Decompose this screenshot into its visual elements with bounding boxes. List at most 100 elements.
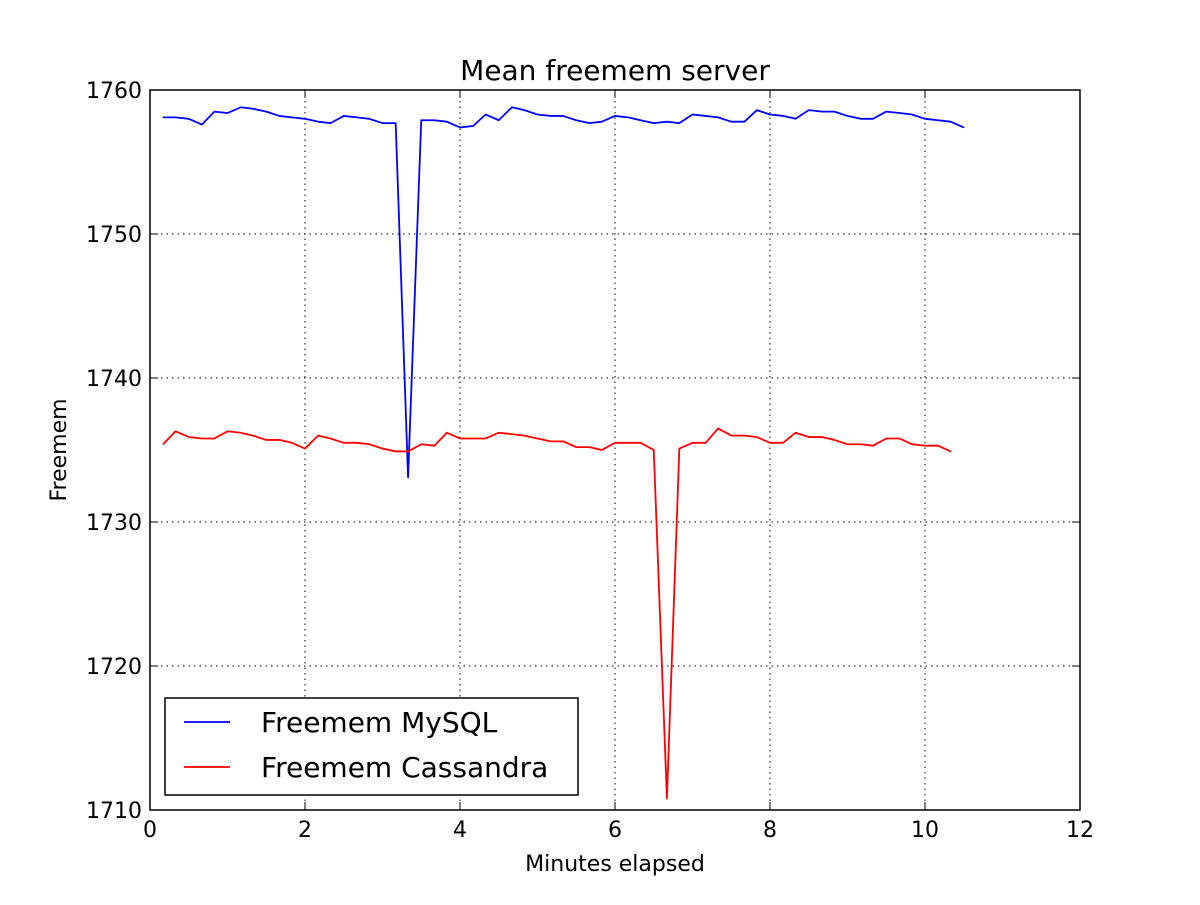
data-point-freemem-mysql xyxy=(769,113,771,116)
data-point-freemem-mysql xyxy=(329,122,332,124)
data-point-freemem-mysql xyxy=(368,118,370,120)
data-point-freemem-cassandra xyxy=(498,432,500,434)
data-point-freemem-cassandra xyxy=(329,437,332,440)
data-point-freemem-mysql xyxy=(213,111,215,113)
data-point-freemem-cassandra xyxy=(821,436,823,438)
data-point-freemem-cassandra xyxy=(265,439,267,441)
data-point-freemem-cassandra xyxy=(691,442,694,444)
data-point-freemem-cassandra xyxy=(588,446,591,448)
legend-label-mysql: Freemem MySQL xyxy=(261,706,498,739)
data-point-freemem-mysql xyxy=(226,112,229,114)
data-point-freemem-cassandra xyxy=(911,443,913,445)
data-point-freemem-cassandra xyxy=(407,450,409,453)
data-point-freemem-mysql xyxy=(705,115,707,117)
data-point-freemem-mysql xyxy=(562,115,564,117)
data-point-freemem-mysql xyxy=(472,125,474,127)
data-point-freemem-cassandra xyxy=(381,447,384,450)
data-point-freemem-mysql xyxy=(614,115,616,117)
data-point-freemem-cassandra xyxy=(278,439,281,441)
data-point-freemem-cassandra xyxy=(808,436,810,438)
data-point-freemem-mysql xyxy=(265,111,267,113)
data-point-freemem-cassandra xyxy=(317,435,319,437)
data-point-freemem-mysql xyxy=(717,116,719,118)
data-point-freemem-cassandra xyxy=(743,435,746,437)
data-point-freemem-mysql xyxy=(420,119,422,121)
chart-title: Mean freemem server xyxy=(460,54,770,87)
data-point-freemem-mysql xyxy=(381,122,384,124)
data-point-freemem-mysql xyxy=(730,121,732,123)
y-axis-label: Freemem xyxy=(47,398,72,501)
y-tick-label: 1730 xyxy=(86,511,142,536)
data-point-freemem-mysql xyxy=(343,115,345,117)
x-tick-label: 6 xyxy=(608,818,622,843)
data-point-freemem-cassandra xyxy=(562,440,564,442)
data-point-freemem-mysql xyxy=(575,119,577,121)
series-line-freemem-mysql xyxy=(163,106,965,479)
series-lines xyxy=(162,106,965,800)
data-point-freemem-mysql xyxy=(963,126,965,129)
data-point-freemem-mysql xyxy=(291,116,293,118)
data-point-freemem-cassandra xyxy=(511,433,513,435)
series-line-freemem-cassandra xyxy=(162,427,951,800)
data-point-freemem-cassandra xyxy=(717,427,719,429)
data-point-freemem-cassandra xyxy=(174,430,177,432)
data-point-freemem-mysql xyxy=(407,476,409,478)
data-point-freemem-cassandra xyxy=(782,442,784,444)
data-point-freemem-mysql xyxy=(498,119,500,121)
data-point-freemem-mysql xyxy=(821,111,823,113)
data-point-freemem-cassandra xyxy=(356,442,358,444)
data-point-freemem-mysql xyxy=(743,121,746,123)
data-point-freemem-mysql xyxy=(653,122,655,124)
data-point-freemem-mysql xyxy=(924,118,926,120)
data-point-freemem-cassandra xyxy=(627,442,629,444)
data-point-freemem-mysql xyxy=(949,121,952,123)
x-tick-label: 4 xyxy=(453,818,467,843)
data-point-freemem-cassandra xyxy=(653,449,655,451)
data-point-freemem-mysql xyxy=(188,118,190,120)
data-point-freemem-cassandra xyxy=(484,437,487,440)
data-point-freemem-mysql xyxy=(484,113,487,116)
data-point-freemem-mysql xyxy=(833,111,835,113)
x-axis-label: Minutes elapsed xyxy=(525,852,705,877)
data-point-freemem-cassandra xyxy=(705,442,707,444)
data-point-freemem-cassandra xyxy=(433,445,436,447)
data-point-freemem-cassandra xyxy=(730,435,732,437)
data-point-freemem-mysql xyxy=(678,122,680,124)
data-point-freemem-mysql xyxy=(174,116,177,118)
data-point-freemem-mysql xyxy=(446,121,448,123)
data-point-freemem-cassandra xyxy=(446,432,448,434)
legend-box xyxy=(164,697,579,796)
data-point-freemem-cassandra xyxy=(291,442,293,444)
data-point-freemem-mysql xyxy=(511,106,513,108)
data-point-freemem-cassandra xyxy=(794,432,797,434)
data-point-freemem-cassandra xyxy=(188,436,190,438)
data-point-freemem-cassandra xyxy=(898,437,901,440)
data-point-freemem-cassandra xyxy=(769,442,771,444)
y-tick-label: 1750 xyxy=(86,223,142,248)
data-point-freemem-mysql xyxy=(252,108,254,110)
data-point-freemem-mysql xyxy=(782,115,784,117)
data-point-freemem-cassandra xyxy=(885,437,887,440)
data-point-freemem-mysql xyxy=(898,112,901,114)
data-point-freemem-cassandra xyxy=(523,435,525,437)
data-point-freemem-cassandra xyxy=(395,450,397,453)
data-point-freemem-cassandra xyxy=(420,443,422,445)
legend: Freemem MySQL Freemem Cassandra xyxy=(164,697,579,796)
y-tick-label: 1710 xyxy=(86,799,142,824)
data-point-freemem-cassandra xyxy=(860,443,862,445)
data-point-freemem-cassandra xyxy=(924,445,926,447)
data-point-freemem-mysql xyxy=(588,122,591,124)
data-point-freemem-cassandra xyxy=(575,446,577,448)
data-point-freemem-mysql xyxy=(666,121,668,123)
data-point-freemem-cassandra xyxy=(252,435,254,437)
data-point-freemem-cassandra xyxy=(846,443,849,445)
data-point-freemem-cassandra xyxy=(833,439,835,441)
y-tick-label: 1740 xyxy=(86,367,142,392)
data-point-freemem-mysql xyxy=(872,118,874,120)
data-point-freemem-mysql xyxy=(601,121,603,123)
data-point-freemem-mysql xyxy=(691,113,694,116)
data-point-freemem-cassandra xyxy=(639,442,642,444)
y-tick-label: 1720 xyxy=(86,655,142,680)
data-point-freemem-mysql xyxy=(356,116,358,118)
